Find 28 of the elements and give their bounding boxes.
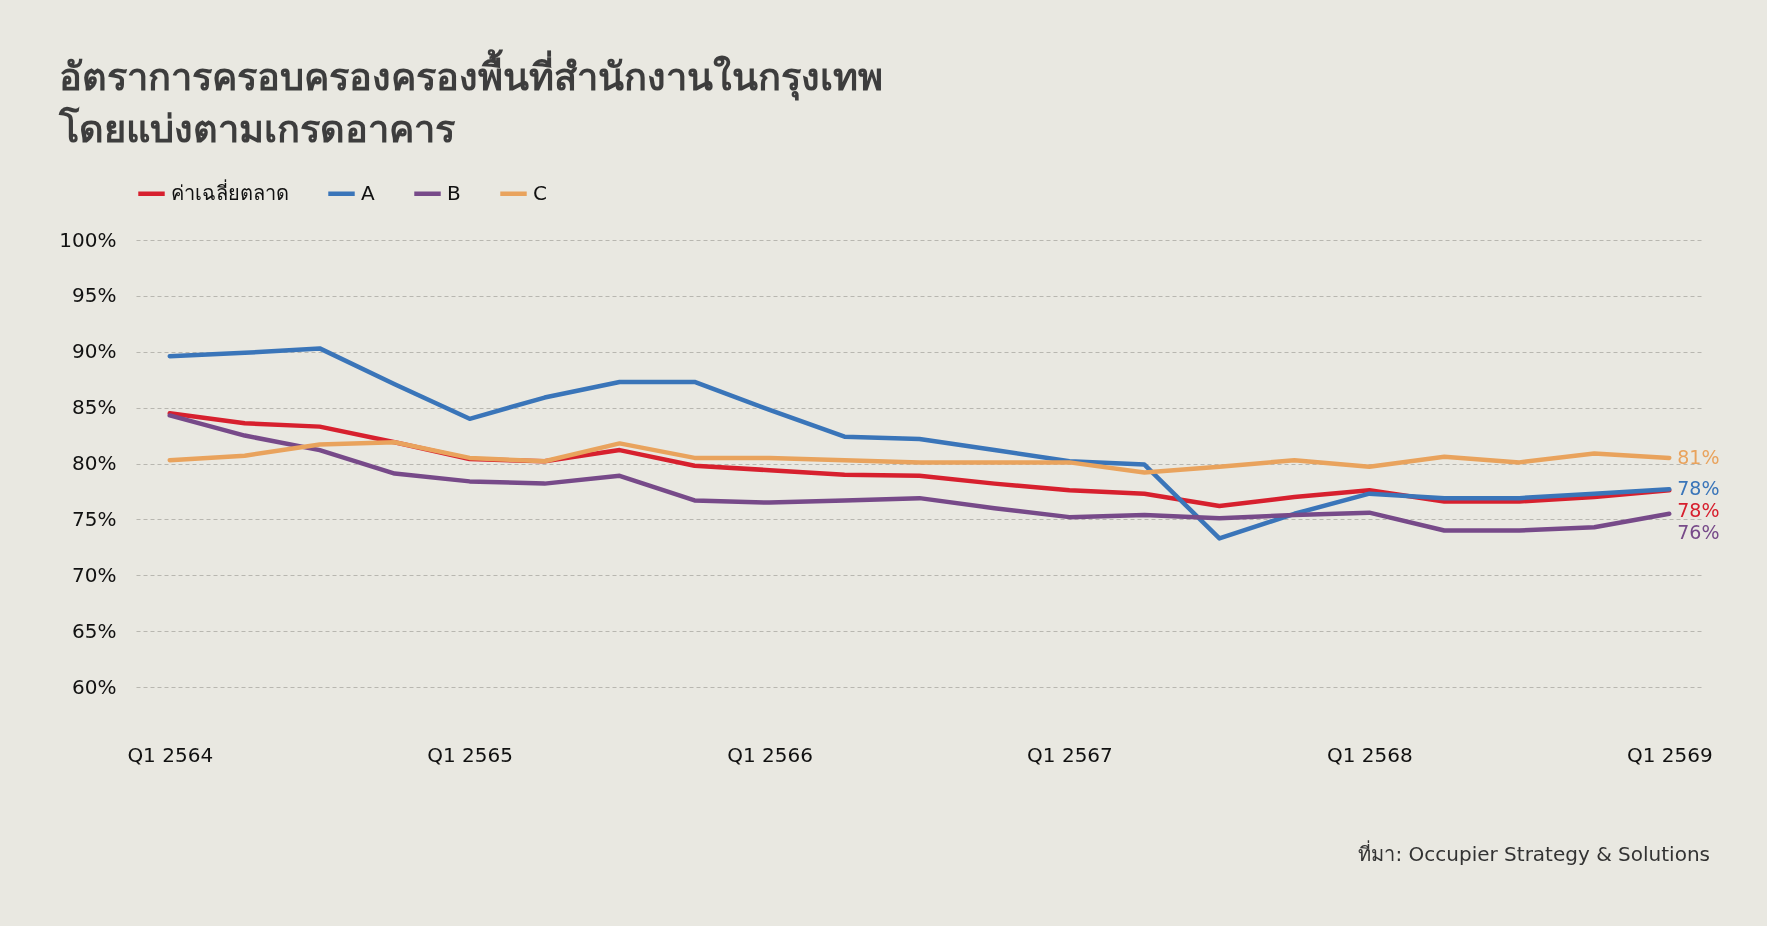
data-label: 76% <box>1677 521 1720 544</box>
x-tick-label: Q1 2567 <box>1027 742 1113 767</box>
y-tick-label: 90% <box>72 339 117 364</box>
legend-label: B <box>447 180 461 205</box>
data-label: 81% <box>1677 445 1720 468</box>
line-series <box>167 440 1672 475</box>
y-tick-label: 85% <box>72 395 117 420</box>
x-tick-label: Q1 2569 <box>1626 742 1713 767</box>
y-tick-label: 80% <box>72 451 117 475</box>
legend-label: ค่าเฉลี่ยตลาด <box>171 178 289 205</box>
y-tick-label: 70% <box>72 562 117 587</box>
legend-label: C <box>533 180 547 205</box>
x-tick-label: Q1 2568 <box>1326 742 1413 767</box>
chart-title: อัตราการครอบครองครองพื้นที่สำนักงานในกรุงเทพ โดยแบ่งตามเกรดอาคาร <box>57 49 883 151</box>
x-tick-label: Q1 2565 <box>427 742 514 767</box>
x-tick-label: Q1 2566 <box>727 742 813 767</box>
y-tick-label: 60% <box>72 674 117 699</box>
text: ที่มา: Occupier Strategy & Solutions <box>1358 839 1710 868</box>
data-label: 78% <box>1677 477 1720 500</box>
x-tick-label: Q1 2564 <box>127 742 214 767</box>
data-label: 78% <box>1677 499 1720 522</box>
line-series <box>167 346 1672 541</box>
y-tick-label: 75% <box>72 506 117 531</box>
y-tick-label: 65% <box>72 618 117 643</box>
legend-label: A <box>361 180 375 205</box>
line-series <box>167 413 1672 533</box>
y-tick-label: 100% <box>59 227 117 252</box>
y-tick-label: 95% <box>72 283 117 308</box>
